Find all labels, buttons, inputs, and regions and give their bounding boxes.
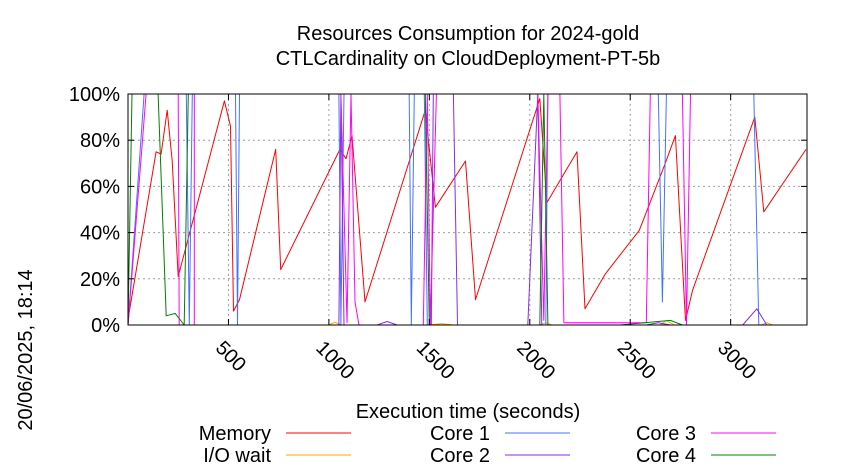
y-tick-label: 40% xyxy=(80,223,120,245)
x-tick-label: 500 xyxy=(211,337,250,376)
x-tick-label: 1000 xyxy=(311,337,358,384)
axes: 0% 20% 40% 60% 80% 100% 500 1000 1500 2000 2500 300… xyxy=(69,84,807,384)
series-line-core-4 xyxy=(127,93,806,326)
y-tick-label: 60% xyxy=(80,176,120,198)
legend-label-core-2: Core 2 xyxy=(430,445,490,467)
series-line-core-3 xyxy=(127,93,806,326)
series-lines xyxy=(127,93,807,326)
grid xyxy=(128,94,807,325)
legend-label-memory: Memory xyxy=(199,423,271,445)
series-line-memory xyxy=(127,98,807,326)
series-line-core-1 xyxy=(127,93,806,326)
legend-label-i-o-wait: I/O wait xyxy=(203,445,271,467)
y-tick-label: 0% xyxy=(91,315,120,337)
plot-frame xyxy=(127,93,808,326)
series-line-core-2 xyxy=(128,93,806,326)
x-tick-label: 2000 xyxy=(512,337,559,384)
legend-label-core-1: Core 1 xyxy=(430,423,490,445)
chart-title-line-2: CTLCardinality on CloudDeployment-PT-5b xyxy=(276,48,661,70)
chart-title-line-1: Resources Consumption for 2024-gold xyxy=(297,23,639,45)
y-tick-label: 80% xyxy=(80,130,120,152)
y-tick-label: 20% xyxy=(80,269,120,291)
x-tick-label: 2500 xyxy=(613,337,660,384)
legend-label-core-3: Core 3 xyxy=(636,423,696,445)
x-tick-label: 1500 xyxy=(412,337,459,384)
timestamp-label: 20/06/2025, 18:14 xyxy=(15,269,37,430)
x-axis-label: Execution time (seconds) xyxy=(356,401,581,423)
x-tick-label: 3000 xyxy=(713,337,760,384)
y-tick-label: 100% xyxy=(69,84,120,106)
legend-label-core-4: Core 4 xyxy=(636,445,696,467)
series-line-i-o-wait xyxy=(128,319,806,326)
